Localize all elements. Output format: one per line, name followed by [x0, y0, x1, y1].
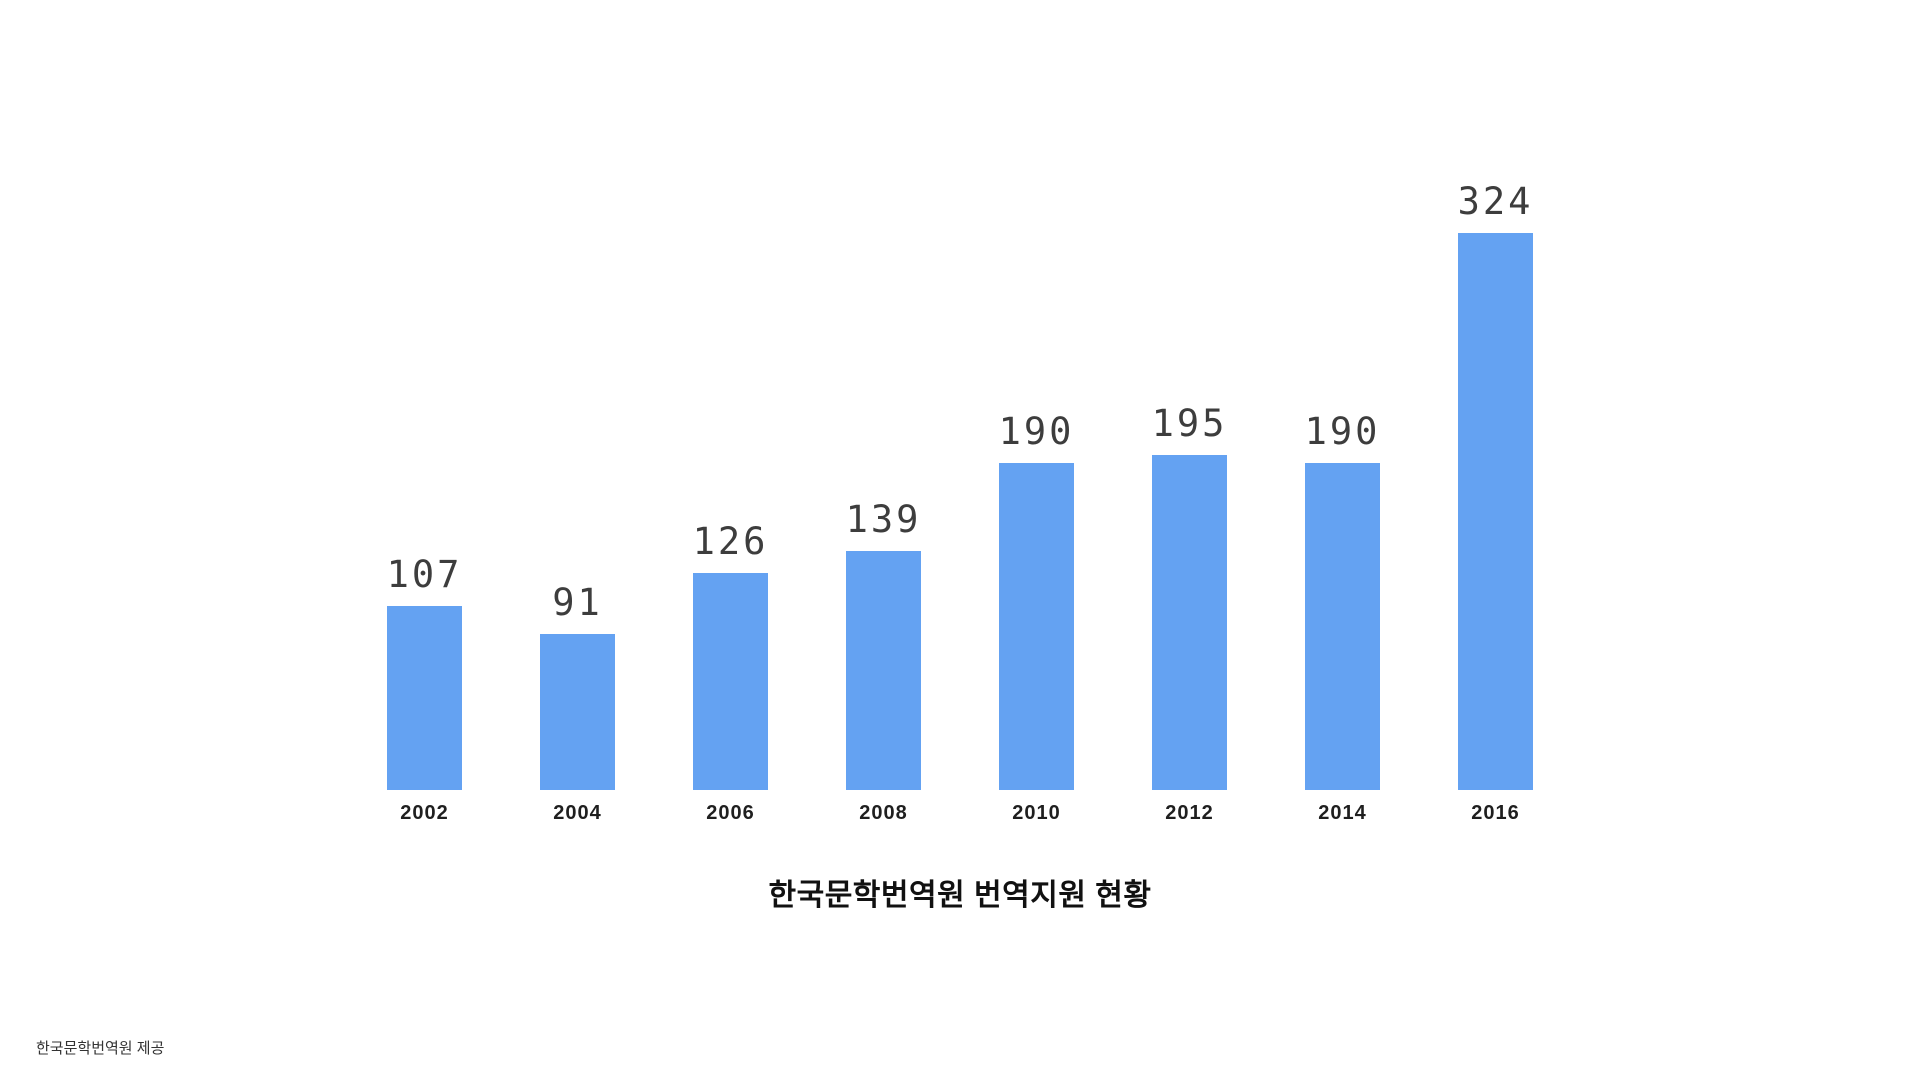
bar-value-label: 324: [1457, 180, 1534, 223]
bar-value-label: 91: [552, 581, 603, 624]
bar-group: 195 2012: [1152, 402, 1227, 828]
bar-value-label: 195: [1151, 402, 1228, 445]
bar-chart: 107 2002 91 2004 126 2006 139 2008 190 2010 195 201…: [387, 128, 1533, 914]
category-label: 2002: [400, 802, 449, 824]
category-label: 2008: [859, 802, 908, 824]
bar-group: 139 2008: [846, 498, 921, 828]
category-label: 2014: [1318, 802, 1367, 824]
bar-group: 91 2004: [540, 581, 615, 828]
bar: [999, 463, 1074, 790]
category-label: 2010: [1012, 802, 1061, 824]
category-label: 2004: [553, 802, 602, 824]
bar-group: 190 2014: [1305, 410, 1380, 828]
category-label: 2016: [1471, 802, 1520, 824]
bar-value-label: 107: [386, 553, 463, 596]
bar: [1458, 233, 1533, 790]
category-label: 2006: [706, 802, 755, 824]
bars-container: 107 2002 91 2004 126 2006 139 2008 190 2010 195 201…: [387, 128, 1533, 828]
bar: [1305, 463, 1380, 790]
bar-value-label: 190: [1304, 410, 1381, 453]
source-credit: 한국문학번역원 제공: [36, 1040, 165, 1057]
chart-title: 한국문학번역원 번역지원 현황: [768, 879, 1152, 912]
bar-group: 126 2006: [693, 520, 768, 828]
bar: [1152, 455, 1227, 790]
bar-value-label: 139: [845, 498, 922, 541]
category-label: 2012: [1165, 802, 1214, 824]
bar-value-label: 190: [998, 410, 1075, 453]
bar: [540, 634, 615, 790]
bar-value-label: 126: [692, 520, 769, 563]
bar-group: 190 2010: [999, 410, 1074, 828]
bar-group: 107 2002: [387, 553, 462, 828]
bar: [846, 551, 921, 790]
bar-group: 324 2016: [1458, 180, 1533, 828]
bar: [387, 606, 462, 790]
bar: [693, 573, 768, 790]
